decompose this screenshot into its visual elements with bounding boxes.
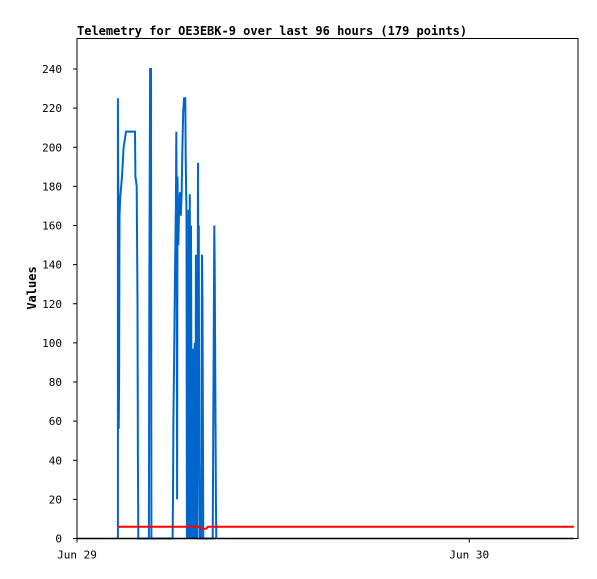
y-tick-label: 160: [42, 220, 62, 233]
x-axis: Jun 29 Jun 30: [57, 538, 489, 562]
y-tick-label: 40: [49, 454, 62, 467]
y-tick-label: 20: [49, 493, 62, 506]
y-tick-label: 140: [42, 259, 62, 272]
plot-area-frame: [76, 38, 579, 539]
y-tick-label: 60: [49, 415, 62, 428]
y-tick-label: 80: [49, 376, 62, 389]
y-axis-label: Values: [25, 266, 39, 309]
y-tick-label: 220: [42, 102, 62, 115]
series-layer: [77, 68, 574, 540]
y-tick-label: 0: [55, 533, 62, 546]
y-tick-label: 100: [42, 337, 62, 350]
x-tick-label: Jun 30: [449, 549, 489, 562]
x-tick-label: Jun 29: [57, 549, 97, 562]
y-tick-label: 120: [42, 298, 62, 311]
chart-title: Telemetry for OE3EBK-9 over last 96 hour…: [77, 24, 467, 38]
y-tick-label: 200: [42, 141, 62, 154]
y-tick-label: 180: [42, 180, 62, 193]
y-tick-label: 240: [42, 63, 62, 76]
y-axis: 0 20 40 60 80 100 120 140 160 180 200 220 240: [42, 63, 77, 546]
series-line-2: [117, 525, 574, 530]
